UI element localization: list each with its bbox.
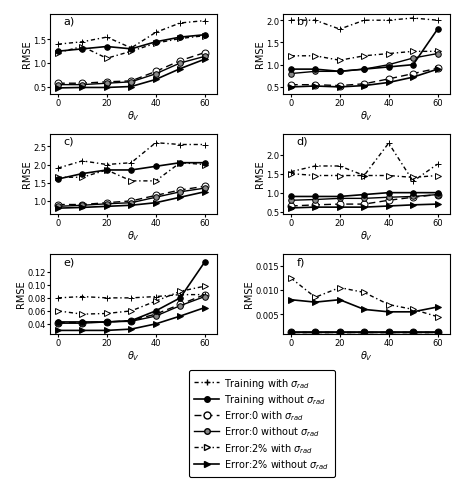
Text: f): f) xyxy=(297,257,305,267)
Text: c): c) xyxy=(64,136,74,147)
Y-axis label: RMSE: RMSE xyxy=(17,280,27,308)
Y-axis label: RMSE: RMSE xyxy=(255,41,265,68)
Legend: Training with $\sigma_{rad}$, Training without $\sigma_{rad}$, Error:0 with $\si: Training with $\sigma_{rad}$, Training w… xyxy=(189,370,335,477)
Y-axis label: RMSE: RMSE xyxy=(22,161,32,188)
X-axis label: $\theta_V$: $\theta_V$ xyxy=(360,229,373,242)
X-axis label: $\theta_V$: $\theta_V$ xyxy=(360,109,373,122)
Text: b): b) xyxy=(297,17,308,27)
Text: d): d) xyxy=(297,136,308,147)
X-axis label: $\theta_V$: $\theta_V$ xyxy=(127,348,140,362)
X-axis label: $\theta_V$: $\theta_V$ xyxy=(127,229,140,242)
Y-axis label: RMSE: RMSE xyxy=(22,41,32,68)
X-axis label: $\theta_V$: $\theta_V$ xyxy=(360,348,373,362)
Text: e): e) xyxy=(64,257,75,267)
Y-axis label: RMSE: RMSE xyxy=(244,280,254,308)
Y-axis label: RMSE: RMSE xyxy=(255,161,265,188)
Text: a): a) xyxy=(64,17,75,27)
X-axis label: $\theta_V$: $\theta_V$ xyxy=(127,109,140,122)
